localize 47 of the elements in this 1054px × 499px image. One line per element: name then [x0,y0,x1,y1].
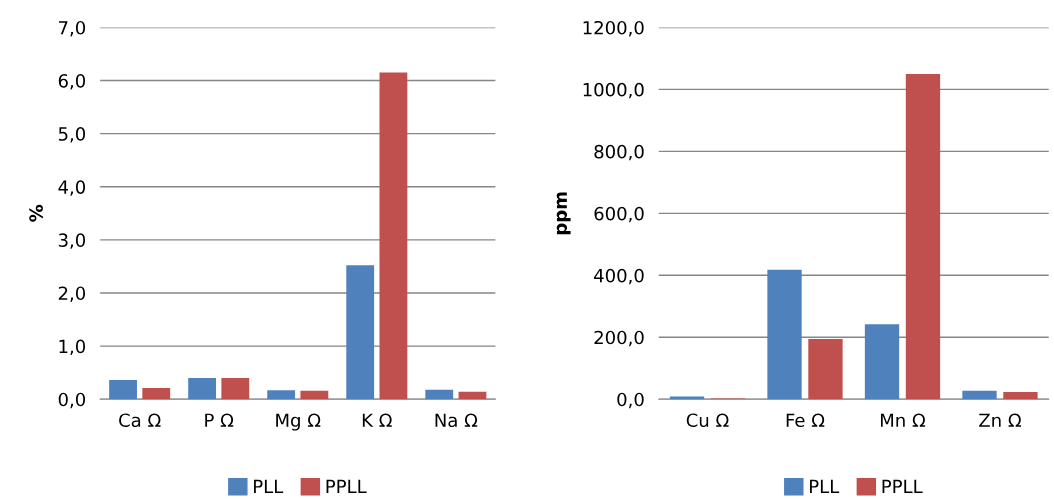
x-tick-label: Mg Ω [276,413,321,431]
x-tick-label: Na Ω [435,413,478,428]
bar [905,73,941,400]
y-tick-label: 0,0 [58,392,86,409]
bar [1003,392,1038,400]
y-tick-label: 800,0 [594,144,644,161]
y-tick-label: 3,0 [58,233,86,249]
bar [109,380,137,400]
bar [221,377,250,400]
y-tick-label: 200,0 [594,330,644,347]
bar [142,388,171,400]
bar [808,339,843,400]
y-tick-label: 2,0 [58,286,86,302]
legend-label: PPLL [882,479,923,493]
bar [188,377,217,400]
y-tick-label: 0,0 [617,392,644,409]
bar [864,324,900,400]
y-tick-label: 5,0 [58,127,86,143]
bar [425,389,454,400]
y-tick-label: 1200,0 [583,20,644,37]
y-axis-title: % [29,204,43,222]
bar [962,390,997,400]
bar [669,396,705,400]
x-tick-label: Cu Ω [686,413,729,428]
legend-label: PLL [254,479,284,493]
legend-label: PLL [810,479,840,493]
y-tick-label: 4,0 [58,180,86,196]
y-tick-label: 7,0 [59,20,86,37]
x-tick-label: Mn Ω [880,413,926,427]
legend-label: PPLL [326,479,367,493]
x-tick-label: Fe Ω [786,413,825,428]
bar [346,265,375,400]
bar [267,390,296,400]
y-tick-label: 1,0 [59,339,86,356]
x-tick-label: P Ω [205,413,234,427]
x-tick-label: K Ω [362,413,392,427]
bar [300,390,329,400]
y-tick-label: 6,0 [58,74,86,90]
y-tick-label: 1000,0 [583,82,644,99]
y-tick-label: 600,0 [594,206,644,223]
bar [767,269,802,400]
y-axis-title: ppm [556,192,571,235]
x-tick-label: Ca Ω [119,413,161,428]
x-tick-label: Zn Ω [979,413,1021,427]
bar [458,391,487,400]
y-tick-label: 400,0 [594,268,644,285]
bar [379,72,408,400]
